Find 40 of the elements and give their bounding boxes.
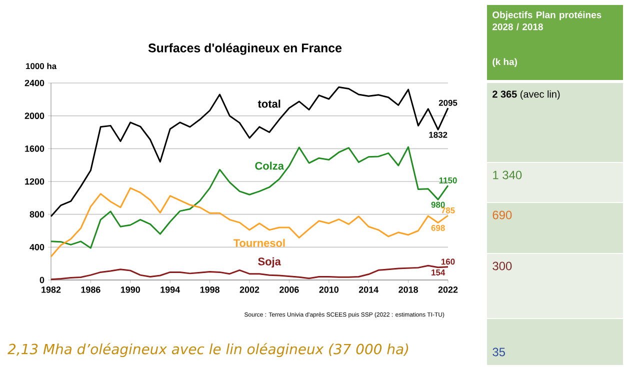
text: 2 365 (avec lin) <box>492 90 560 100</box>
text: 2,13 Mha d’oléagineux avec le lin oléagineux (37 000 ha) <box>8 342 408 358</box>
data-label: 698 <box>431 224 445 231</box>
y-tick-label: 2000 <box>24 112 44 120</box>
data-label: 160 <box>441 258 455 265</box>
series-label: Tournesol <box>233 238 285 247</box>
data-label: 980 <box>431 202 445 208</box>
y-tick-label: 0 <box>40 276 44 284</box>
x-tick-label: 1986 <box>81 286 100 293</box>
y-tick-label: 800 <box>30 211 44 218</box>
x-tick-label: 1994 <box>160 286 180 293</box>
data-label: 785 <box>441 207 455 214</box>
text: Objectifs Plan protéines 2028 / 2018 <box>492 11 602 30</box>
text: 1 340 <box>493 170 522 180</box>
data-label: 2095 <box>438 100 458 106</box>
series-label: Soja <box>258 257 281 268</box>
text: 690 <box>492 210 512 220</box>
data-label: 154 <box>432 270 446 276</box>
y-axis-title: 1000 ha <box>26 62 57 70</box>
x-tick-label: 2002 <box>240 286 260 293</box>
y-tick-label: 1200 <box>25 178 44 185</box>
data-label: 1150 <box>439 177 457 184</box>
x-tick-label: 2022 <box>438 286 458 293</box>
x-tick-label: 2014 <box>358 286 379 293</box>
text: 300 <box>492 262 512 270</box>
y-tick-label: 2400 <box>24 80 44 86</box>
x-tick-label: 1990 <box>120 286 140 293</box>
series-label: Colza <box>255 162 284 170</box>
y-tick-label: 1600 <box>25 145 44 152</box>
x-tick-label: 2018 <box>398 286 418 293</box>
y-tick-label: 400 <box>30 244 44 250</box>
text: 35 <box>492 348 505 356</box>
x-tick-label: 2006 <box>280 286 299 293</box>
x-tick-label: 1982 <box>42 286 61 293</box>
chart-title: Surfaces d'oléagineux en France <box>148 43 342 55</box>
series-label: total <box>258 100 280 108</box>
x-tick-label: 2010 <box>319 286 339 293</box>
data-label: 1832 <box>429 132 448 138</box>
text: (k ha) <box>492 58 517 68</box>
x-tick-label: 1998 <box>200 286 220 293</box>
